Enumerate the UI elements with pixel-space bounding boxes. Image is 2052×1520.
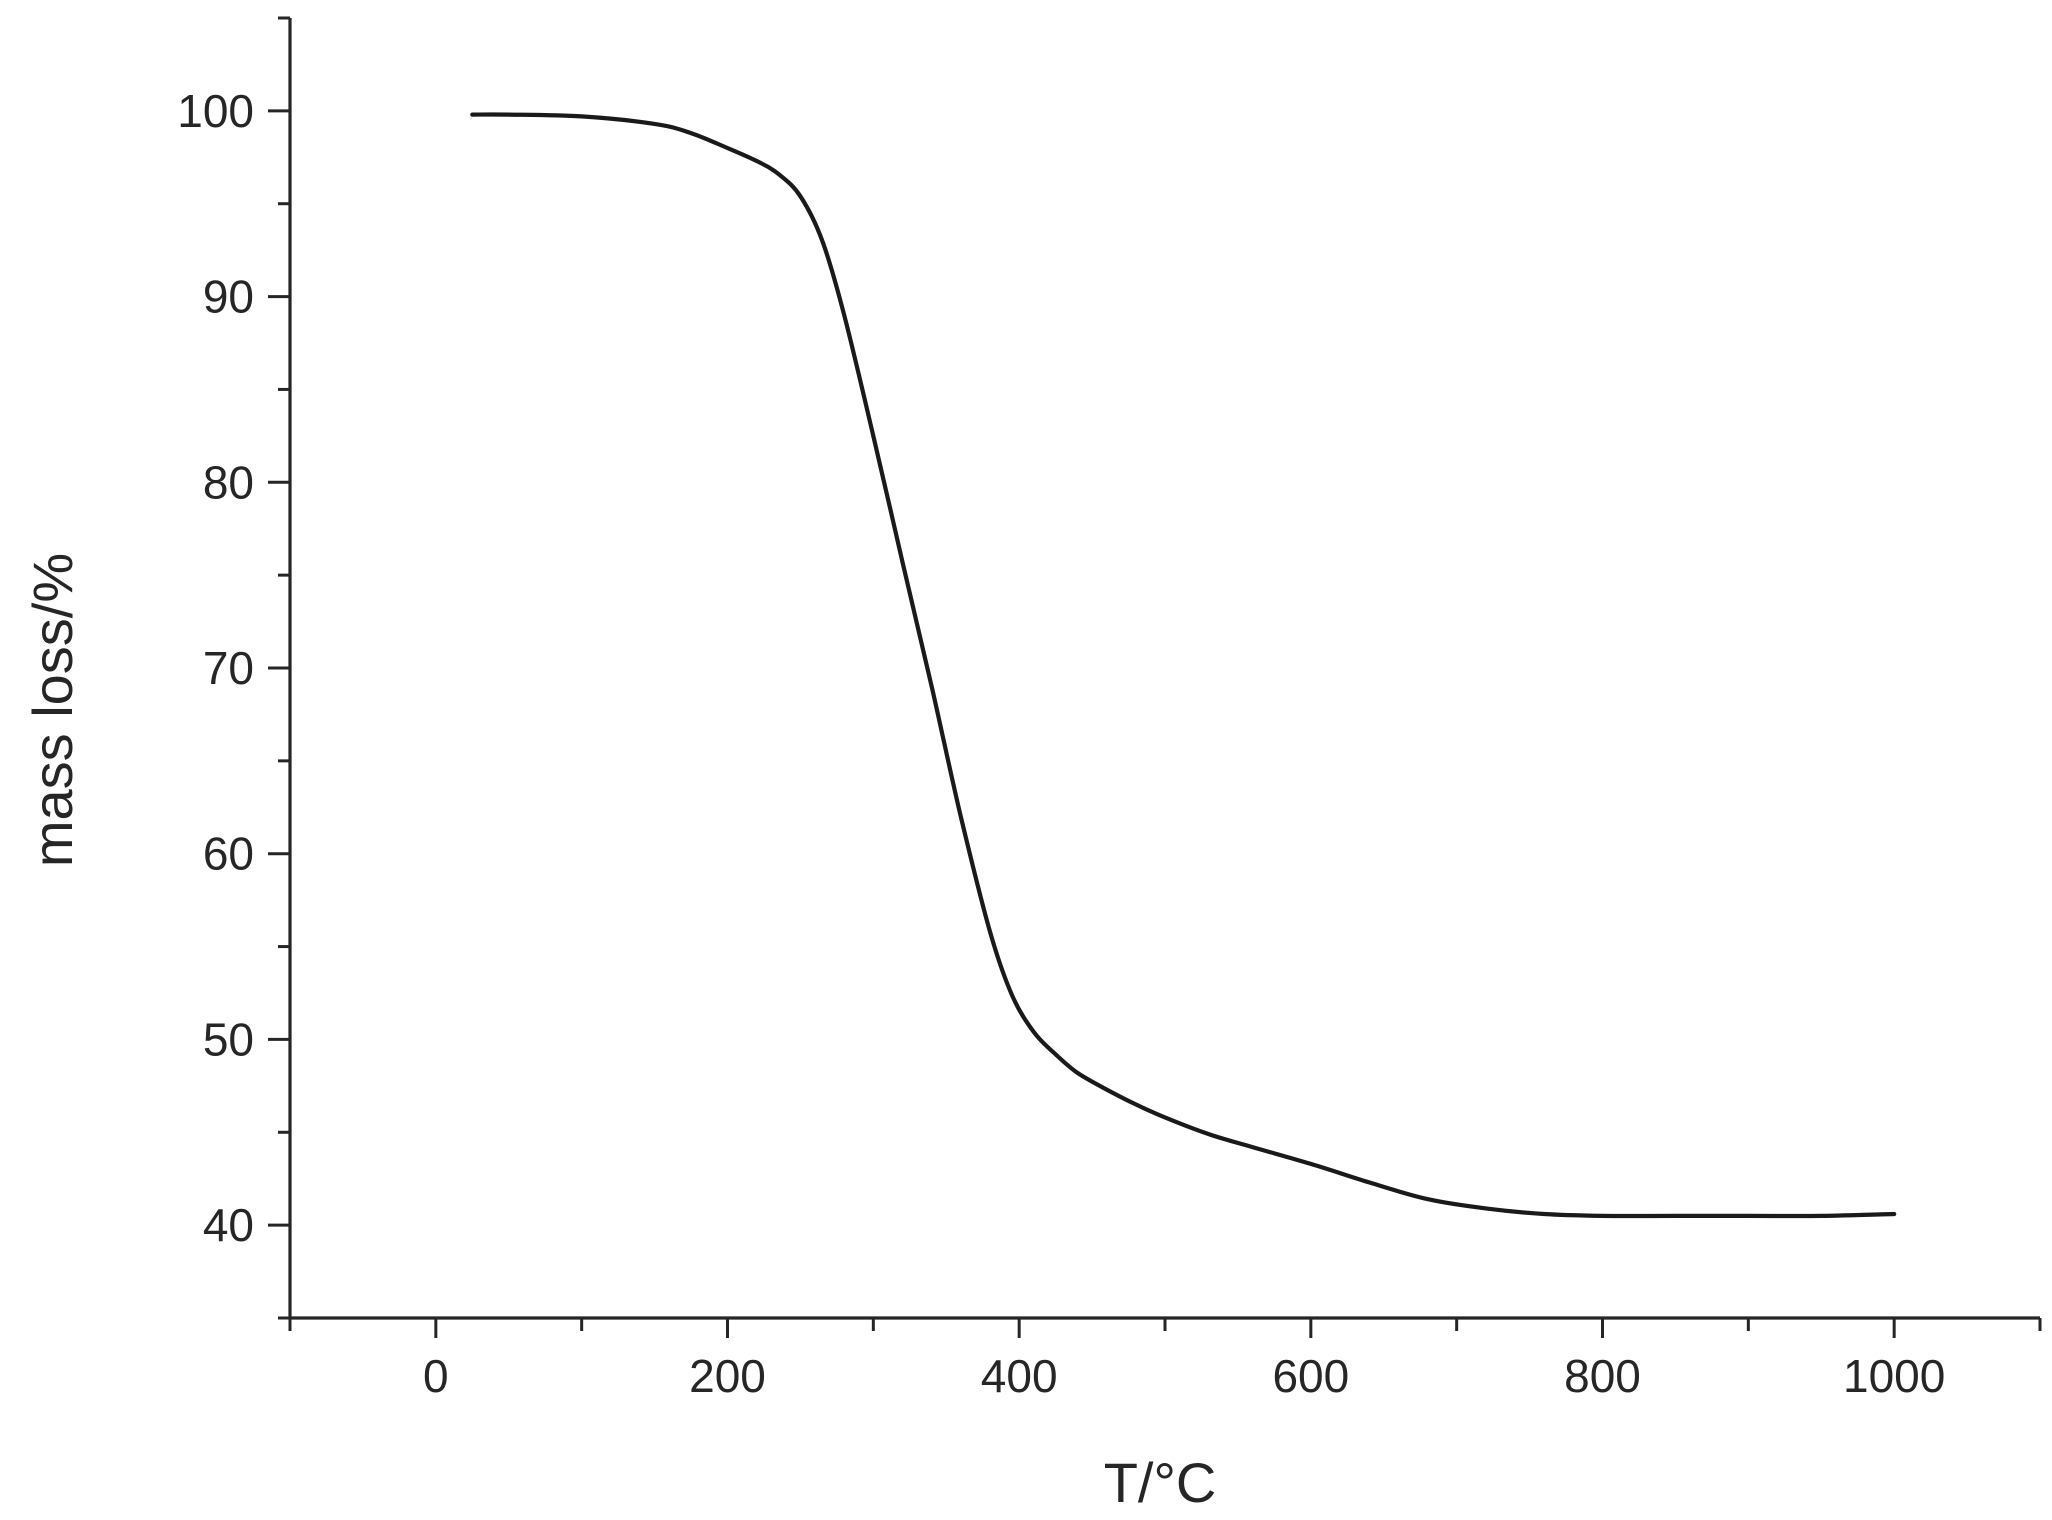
y-axis-tick-labels: 40 50 60 70 80 90 100 bbox=[177, 85, 254, 1251]
y-tick-label: 90 bbox=[203, 271, 254, 323]
x-tick-label: 600 bbox=[1272, 1350, 1349, 1402]
x-tick-label: 1000 bbox=[1843, 1350, 1945, 1402]
y-tick-label: 50 bbox=[203, 1013, 254, 1065]
y-tick-label: 80 bbox=[203, 456, 254, 508]
x-tick-label: 400 bbox=[981, 1350, 1058, 1402]
x-axis-title: T/°C bbox=[1104, 1451, 1217, 1514]
axes bbox=[288, 18, 2040, 1320]
y-axis-ticks bbox=[268, 16, 290, 1320]
y-tick-label: 100 bbox=[177, 85, 254, 137]
series-line bbox=[470, 112, 1897, 1219]
x-tick-label: 200 bbox=[689, 1350, 766, 1402]
y-tick-label: 70 bbox=[203, 642, 254, 694]
x-tick-label: 800 bbox=[1564, 1350, 1641, 1402]
y-tick-label: 60 bbox=[203, 828, 254, 880]
y-tick-label: 40 bbox=[203, 1199, 254, 1251]
x-axis-tick-labels: 0 200 400 600 800 1000 bbox=[423, 1350, 1945, 1402]
y-axis-title: mass loss/% bbox=[21, 553, 84, 867]
x-tick-label: 0 bbox=[423, 1350, 449, 1402]
x-axis-ticks bbox=[288, 1318, 2042, 1338]
